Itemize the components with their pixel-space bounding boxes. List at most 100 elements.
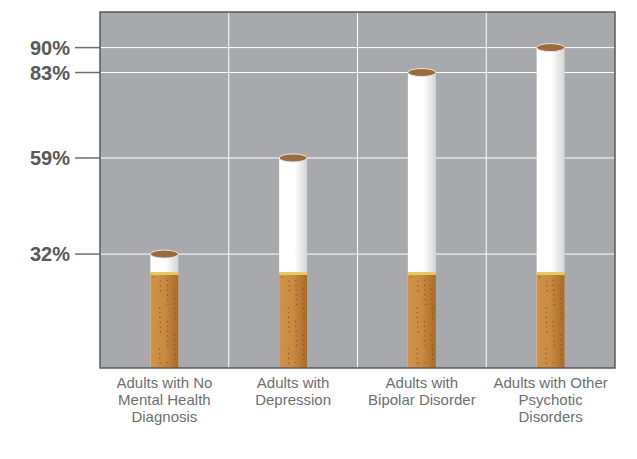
filter-speck bbox=[303, 303, 304, 304]
filter-speck bbox=[167, 299, 168, 300]
filter-speck bbox=[174, 303, 175, 304]
filter-speck bbox=[159, 307, 160, 308]
category-label-line: Adults with bbox=[257, 374, 330, 391]
tick-label: 90% bbox=[30, 37, 70, 59]
filter-speck bbox=[159, 312, 160, 313]
filter-speck bbox=[560, 344, 561, 345]
filter-speck bbox=[296, 294, 297, 295]
filter-speck bbox=[545, 358, 546, 359]
cigarette-filter bbox=[408, 273, 436, 368]
tick-mark bbox=[75, 47, 100, 49]
category-label-line: Bipolar Disorder bbox=[368, 391, 476, 408]
filter-speck bbox=[552, 321, 553, 322]
filter-speck bbox=[554, 304, 555, 305]
filter-speck bbox=[417, 358, 418, 359]
category-label-line: Mental Health bbox=[118, 391, 211, 408]
filter-speck bbox=[553, 335, 554, 336]
filter-speck bbox=[552, 362, 553, 363]
filter-speck bbox=[295, 321, 296, 322]
filter-speck bbox=[174, 308, 175, 309]
filter-speck bbox=[303, 359, 304, 360]
filter-speck bbox=[546, 322, 547, 323]
filter-band bbox=[150, 272, 178, 275]
filter-speck bbox=[174, 354, 175, 355]
filter-speck bbox=[424, 340, 425, 341]
plot-frame bbox=[100, 12, 615, 368]
cigarette-filter bbox=[537, 273, 565, 368]
filter-speck bbox=[174, 293, 175, 294]
filter-speck bbox=[416, 353, 417, 354]
filter-speck bbox=[560, 293, 561, 294]
filter-speck bbox=[167, 330, 168, 331]
filter-speck bbox=[546, 290, 547, 291]
category-label: Adults with NoMental HealthDiagnosis bbox=[116, 374, 212, 425]
filter-speck bbox=[424, 289, 425, 290]
filter-speck bbox=[424, 335, 425, 336]
bars bbox=[150, 44, 564, 368]
filter-speck bbox=[295, 330, 296, 331]
filter-speck bbox=[174, 349, 175, 350]
filter-speck bbox=[560, 339, 561, 340]
filter-speck bbox=[425, 299, 426, 300]
bar bbox=[537, 48, 565, 368]
filter-speck bbox=[295, 289, 296, 290]
filter-speck bbox=[417, 322, 418, 323]
filter-speck bbox=[431, 289, 432, 290]
filter-speck bbox=[166, 280, 167, 281]
filter-speck bbox=[431, 344, 432, 345]
filter-speck bbox=[174, 313, 175, 314]
filter-speck bbox=[302, 293, 303, 294]
filter-speck bbox=[424, 330, 425, 331]
filter-speck bbox=[175, 317, 176, 318]
filter-speck bbox=[432, 308, 433, 309]
filter-speck bbox=[553, 285, 554, 286]
filter-speck bbox=[159, 353, 160, 354]
filter-speck bbox=[561, 313, 562, 314]
tick-label: 59% bbox=[30, 147, 70, 169]
filter-speck bbox=[296, 345, 297, 346]
category-label: Adults with OtherPsychoticDisorders bbox=[494, 374, 608, 425]
filter-speck bbox=[159, 363, 160, 364]
filter-speck bbox=[416, 348, 417, 349]
filter-speck bbox=[295, 285, 296, 286]
filter-speck bbox=[553, 294, 554, 295]
filter-speck bbox=[295, 326, 296, 327]
filter-speck bbox=[166, 285, 167, 286]
filter-speck bbox=[545, 353, 546, 354]
filter-speck bbox=[432, 317, 433, 318]
tick-mark bbox=[75, 157, 100, 159]
filter-speck bbox=[431, 293, 432, 294]
category-label-line: Adults with Other bbox=[494, 374, 608, 391]
category-label-line: Diagnosis bbox=[131, 408, 197, 425]
filter-speck bbox=[546, 331, 547, 332]
filter-speck bbox=[432, 354, 433, 355]
filter-speck bbox=[545, 312, 546, 313]
filter-band bbox=[537, 272, 565, 275]
category-separator bbox=[357, 12, 358, 368]
filter-speck bbox=[288, 280, 289, 281]
category-label-line: Adults with bbox=[386, 374, 459, 391]
filter-speck bbox=[417, 317, 418, 318]
category-label: Adults withDepression bbox=[255, 374, 331, 408]
filter-speck bbox=[303, 308, 304, 309]
filter-speck bbox=[417, 331, 418, 332]
filter-speck bbox=[166, 321, 167, 322]
filter-speck bbox=[417, 312, 418, 313]
tick-mark bbox=[75, 72, 100, 74]
cigarette-tip bbox=[537, 44, 565, 52]
filter-speck bbox=[424, 294, 425, 295]
filter-speck bbox=[561, 317, 562, 318]
filter-speck bbox=[546, 363, 547, 364]
filter-speck bbox=[431, 339, 432, 340]
filter-speck bbox=[288, 353, 289, 354]
filter-speck bbox=[288, 348, 289, 349]
filter-speck bbox=[289, 331, 290, 332]
filter-speck bbox=[553, 330, 554, 331]
filter-speck bbox=[432, 359, 433, 360]
plot-background bbox=[100, 12, 615, 368]
cigarette-filter bbox=[279, 273, 307, 368]
filter-speck bbox=[539, 276, 540, 277]
filter-speck bbox=[302, 335, 303, 336]
filter-speck bbox=[553, 289, 554, 290]
filter-speck bbox=[296, 299, 297, 300]
